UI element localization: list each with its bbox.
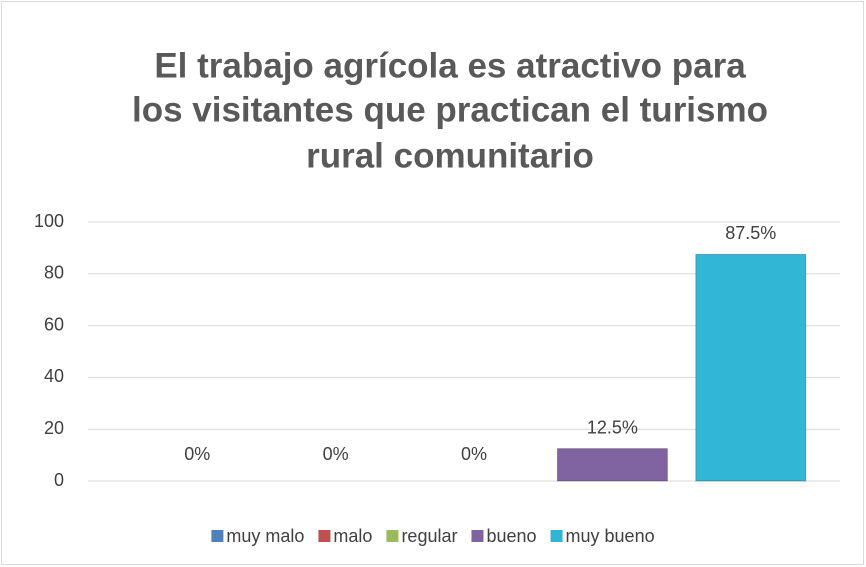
chart-title: rural comunitario [306,136,594,175]
legend-label: malo [333,526,372,546]
legend-label: bueno [486,526,536,546]
legend-swatch [550,530,563,542]
legend-label: muy bueno [566,526,655,546]
data-label: 0% [323,444,349,464]
bar [556,448,668,482]
data-label: 0% [461,444,487,464]
chart-title: los visitantes que practican el turismo [132,90,768,129]
legend-label: regular [401,526,457,546]
legend-swatch [386,530,399,542]
legend-label: muy malo [226,526,304,546]
legend-swatch [471,530,484,542]
y-tick-label: 40 [44,366,64,386]
chart-title: El trabajo agrícola es atractivo para [154,46,746,85]
data-label: 87.5% [725,223,776,243]
bar [695,253,807,482]
legend-swatch [318,530,331,542]
data-label: 0% [184,444,210,464]
y-tick-label: 80 [44,263,64,283]
data-label: 12.5% [587,417,638,437]
y-tick-label: 60 [44,314,64,334]
y-tick-label: 100 [34,211,64,231]
y-tick-label: 20 [44,418,64,438]
legend-swatch [211,530,224,542]
y-tick-label: 0 [54,470,64,490]
